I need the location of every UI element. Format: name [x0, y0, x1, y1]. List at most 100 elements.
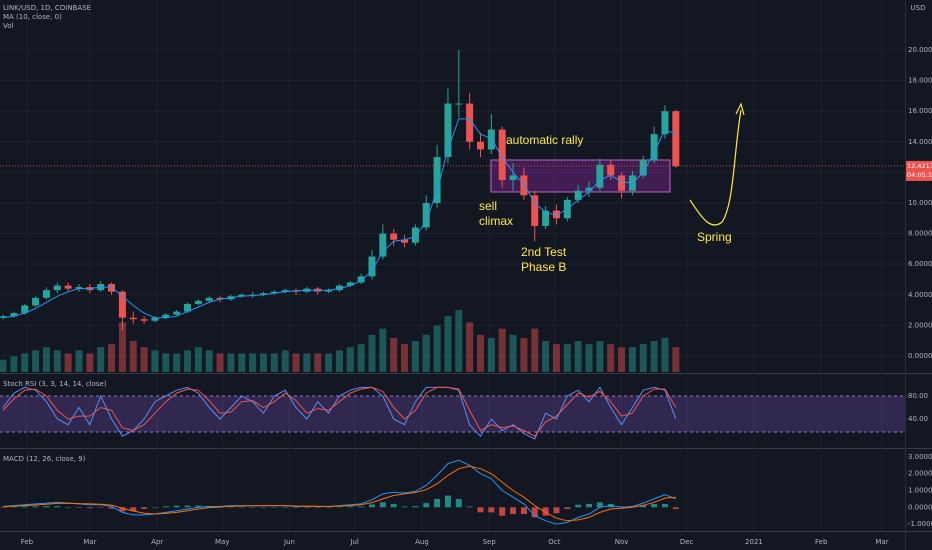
- candle-body: [379, 233, 387, 257]
- volume-label: Vol: [3, 22, 14, 30]
- macd-histogram-bar: [282, 507, 289, 508]
- candle-body: [542, 210, 550, 226]
- volume-bar: [10, 356, 18, 372]
- candle-body: [184, 303, 192, 312]
- volume-bar: [184, 350, 192, 372]
- macd-histogram-bar: [553, 507, 560, 514]
- macd-histogram-bar: [575, 504, 582, 508]
- volume-bar: [476, 334, 484, 372]
- candle-body: [650, 134, 658, 161]
- candle-body: [325, 290, 333, 292]
- candle-body: [422, 202, 430, 228]
- volume-bar: [531, 328, 539, 372]
- volume-bar: [650, 341, 658, 372]
- candle-body: [357, 276, 365, 283]
- x-tick-label: Oct: [548, 538, 560, 546]
- volume-bar: [227, 353, 235, 372]
- volume-bar: [314, 353, 322, 372]
- macd-histogram-bar: [43, 506, 50, 508]
- volume-bar: [53, 350, 61, 372]
- last-price-box: [906, 160, 932, 181]
- volume-bar: [487, 337, 495, 372]
- volume-bar: [563, 344, 571, 372]
- annotation: climax: [479, 214, 513, 228]
- macd-histogram-bar: [488, 507, 495, 513]
- x-tick-label: May: [215, 538, 229, 546]
- macd-histogram-bar: [640, 505, 647, 508]
- volume-bar: [346, 347, 354, 372]
- macd-histogram-bar: [466, 506, 473, 508]
- stoch-d-line: [2, 386, 677, 437]
- candle-body: [585, 187, 593, 191]
- candle-body: [10, 313, 18, 317]
- volume-bar: [32, 350, 40, 372]
- volume-bar: [216, 353, 224, 372]
- macd-histogram-bar: [651, 503, 658, 508]
- annotation: 2nd Test: [521, 245, 567, 259]
- volume-bar: [618, 347, 626, 372]
- candle-body: [346, 282, 354, 286]
- candle-body: [238, 294, 246, 297]
- macd-histogram-bar: [195, 505, 202, 508]
- volume-bar: [42, 347, 50, 372]
- candle-body: [162, 314, 170, 318]
- candle-body: [32, 297, 40, 306]
- macd-histogram-bar: [238, 506, 245, 508]
- candle-body: [390, 233, 398, 240]
- macd-histogram-bar: [390, 503, 397, 508]
- volume-bar: [140, 347, 148, 372]
- x-tick-label: Apr: [151, 538, 163, 546]
- volume-bar: [433, 325, 441, 372]
- stoch-k-line: [2, 386, 677, 440]
- macd-histogram-bar: [227, 506, 234, 508]
- volume-bar: [270, 353, 278, 372]
- volume-bar: [173, 353, 181, 372]
- macd-histogram-bar: [75, 507, 82, 508]
- candle-body: [259, 293, 267, 295]
- volume-bar: [205, 350, 213, 372]
- volume-bar: [259, 353, 267, 372]
- macd-histogram-bar: [65, 507, 72, 508]
- candle-body: [455, 103, 463, 105]
- volume-bar: [108, 344, 116, 372]
- candle-body: [672, 111, 680, 167]
- volume-bar: [552, 344, 560, 372]
- volume-bar: [422, 334, 430, 372]
- volume-bar: [64, 353, 72, 372]
- candle-body: [444, 103, 452, 158]
- macd-histogram-bar: [32, 506, 39, 508]
- candle-body: [509, 175, 517, 181]
- volume-bar: [455, 310, 463, 372]
- macd-histogram-bar: [325, 507, 332, 508]
- volume-bar: [249, 353, 257, 372]
- macd-histogram-bar: [336, 506, 343, 508]
- volume-bar: [21, 353, 29, 372]
- candle-body: [466, 103, 474, 142]
- x-tick-label: Jul: [349, 538, 359, 546]
- macd-histogram-bar: [97, 507, 104, 508]
- volume-bar: [585, 344, 593, 372]
- annotation: sell: [479, 199, 497, 213]
- macd-histogram-bar: [368, 504, 375, 508]
- volume-bar: [151, 350, 159, 372]
- signal-line: [2, 465, 676, 522]
- volume-bar: [672, 347, 680, 372]
- macd-histogram-bar: [672, 507, 679, 509]
- candle-body: [140, 319, 148, 321]
- volume-bar: [194, 347, 202, 372]
- macd-histogram-bar: [455, 498, 462, 508]
- macd-histogram-bar: [358, 506, 365, 508]
- x-tick-label: Mar: [875, 538, 888, 546]
- volume-bar: [661, 337, 669, 372]
- candle-body: [42, 290, 50, 298]
- macd-histogram-bar: [303, 507, 310, 508]
